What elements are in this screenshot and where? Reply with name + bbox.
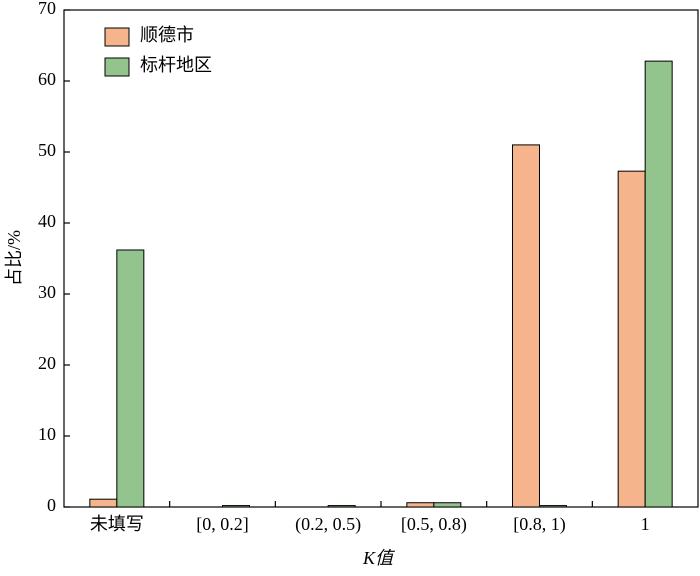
y-tick-label: 10	[38, 424, 56, 444]
y-tick-label: 30	[38, 282, 56, 302]
bar	[433, 502, 462, 508]
y-tick-label: 70	[38, 0, 56, 18]
bar	[406, 502, 435, 508]
bar	[644, 60, 673, 508]
legend-swatch	[104, 27, 130, 47]
x-tick-label: 未填写	[90, 514, 144, 534]
y-tick-label: 20	[38, 353, 56, 373]
y-tick-label: 60	[38, 69, 56, 89]
x-tick-label: [0.5, 0.8)	[401, 514, 467, 535]
y-tick-label: 50	[38, 140, 56, 160]
y-axis-label: 占比/%	[4, 230, 24, 286]
bar	[116, 249, 145, 508]
bar	[222, 505, 250, 508]
bar	[617, 170, 646, 508]
x-tick-label: [0.8, 1)	[513, 514, 566, 535]
bar	[327, 505, 356, 508]
y-tick-label: 0	[47, 495, 56, 515]
legend-swatch	[104, 57, 130, 77]
bar	[512, 144, 540, 508]
x-tick-label: (0.2, 0.5)	[295, 514, 361, 535]
x-tick-label: [0, 0.2]	[196, 514, 249, 534]
legend-label: 标杆地区	[140, 55, 212, 75]
y-tick-label: 40	[38, 211, 56, 231]
x-tick-label: 1	[641, 514, 650, 534]
legend-label: 顺德市	[140, 25, 194, 45]
x-axis-label: K值	[362, 548, 396, 568]
bar	[89, 498, 118, 508]
bar	[539, 505, 567, 508]
plot-frame	[63, 9, 699, 508]
